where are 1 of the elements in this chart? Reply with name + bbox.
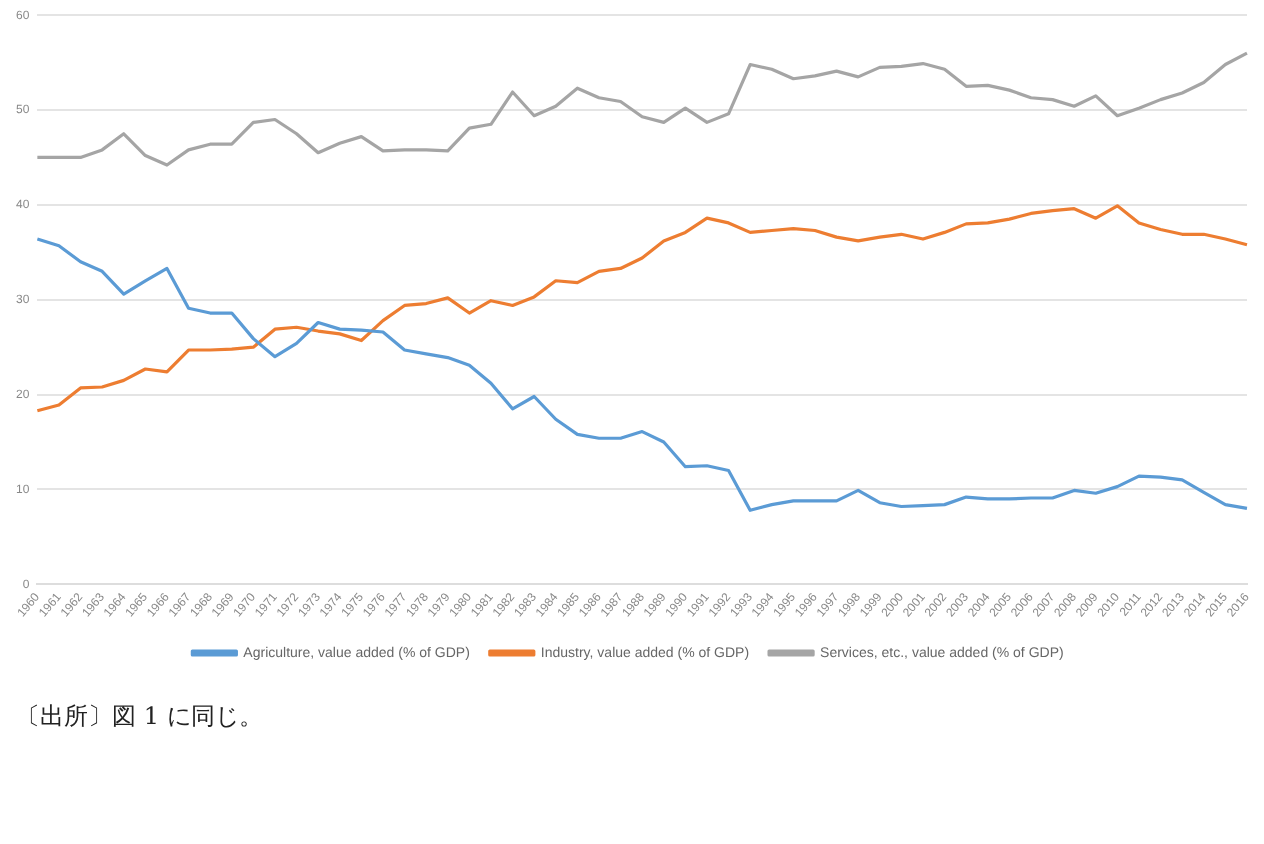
text: 〔出所〕図 1 に同じ。	[16, 700, 263, 734]
